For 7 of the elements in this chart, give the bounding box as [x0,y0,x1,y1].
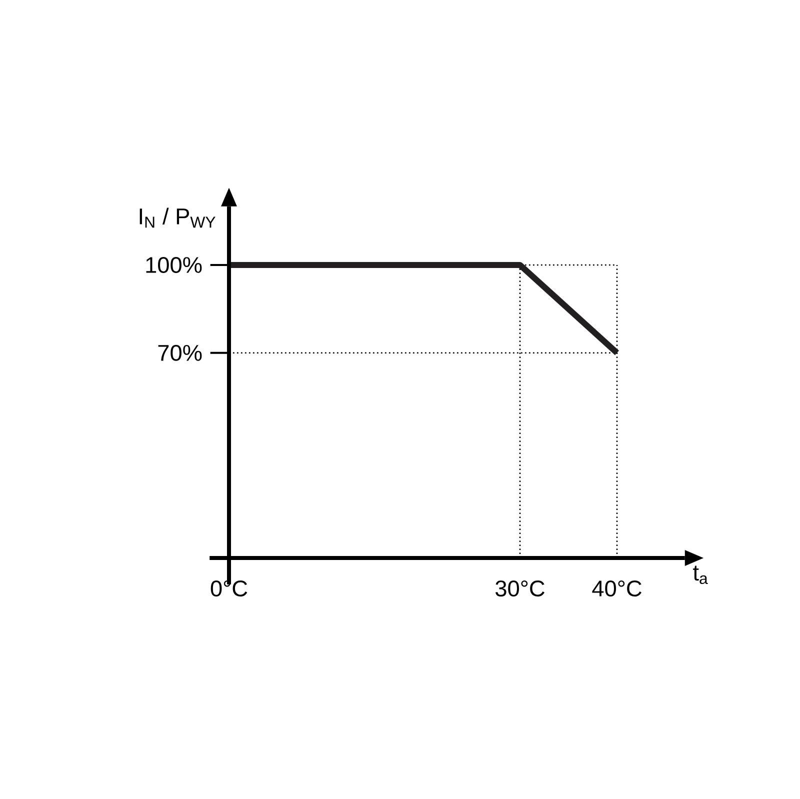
x-axis-title: t$_{a}$ [693,566,708,584]
x-tick-label: 30°C [496,580,544,597]
y-tick-label: 70% [158,344,202,361]
y-axis-title: I$_{N}$ / P$_{WY}$ [140,208,216,228]
y-tick-label: 100% [146,256,202,274]
x-tick-label: 0°C [210,580,248,597]
x-tick-label: 40°C [592,580,642,597]
